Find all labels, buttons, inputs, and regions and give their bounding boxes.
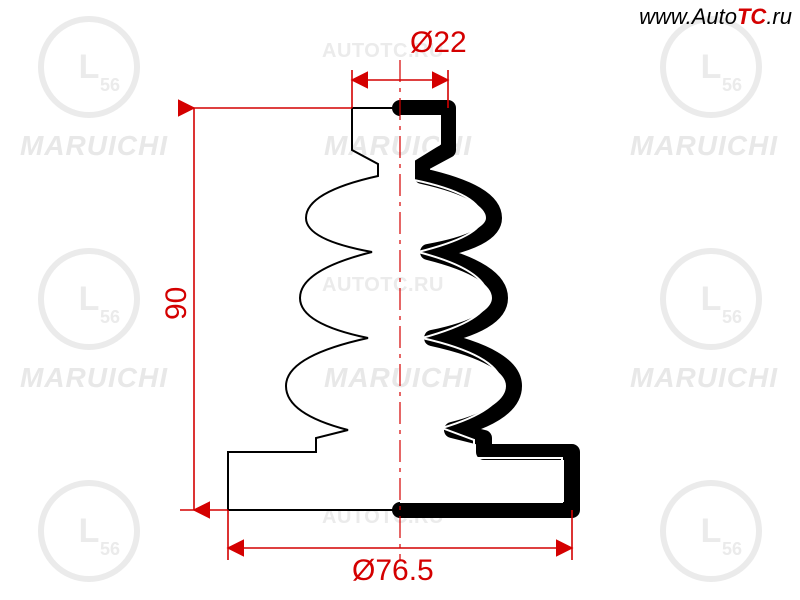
dim-bottom-diameter-label: Ø76.5 (352, 554, 434, 588)
diagram-svg (0, 0, 800, 600)
diagram-canvas: L 56 L 56 L 56 L 56 L 56 L 56 MARUICHI M… (0, 0, 800, 600)
dim-top-diameter-label: Ø22 (410, 26, 467, 60)
boot-left-outline (228, 108, 400, 510)
dim-height-label: 90 (160, 287, 194, 320)
boot-right-section (400, 108, 572, 510)
